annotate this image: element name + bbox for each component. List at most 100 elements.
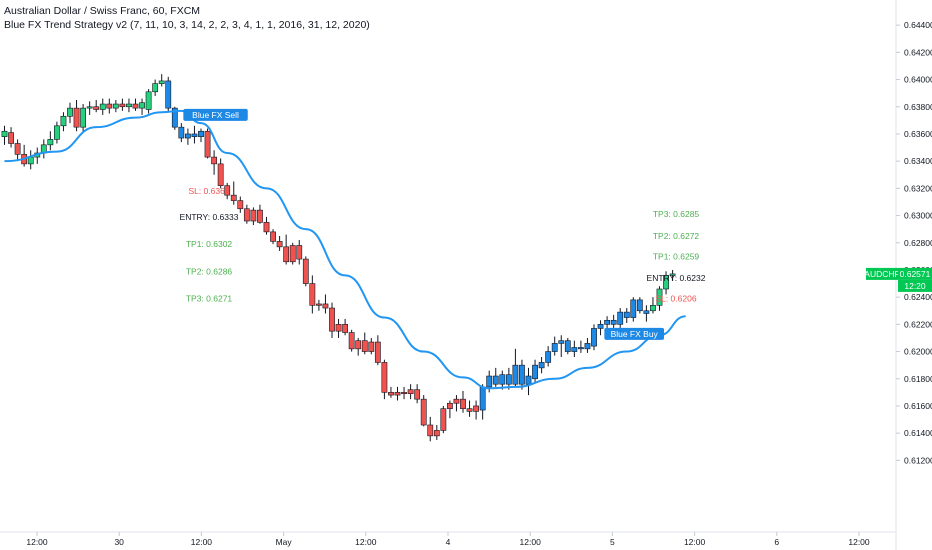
candle (309, 275, 316, 314)
candle-body (532, 364, 538, 380)
candle (257, 204, 263, 224)
candle (93, 99, 100, 113)
candle-body (185, 133, 191, 139)
candle (165, 76, 172, 113)
x-axis[interactable]: 12:00 30 12:00 May 12:00 4 12:00 5 12:00 6 12:00 (26, 532, 870, 547)
x-axis-tick-label: 12:00 (684, 537, 706, 547)
candle-body (427, 424, 434, 437)
candle (473, 400, 479, 420)
candle (224, 182, 231, 200)
candle-body (145, 91, 152, 110)
signal-tags: Blue FX Sell Blue FX Buy (183, 108, 665, 340)
y-axis-tick-label: 0.61200 (904, 455, 932, 465)
candle (538, 357, 545, 374)
candle (420, 395, 427, 427)
price-tag-symbol-bg (866, 267, 898, 280)
signal-tag: Blue FX Buy (604, 327, 665, 340)
candle (14, 139, 21, 162)
level-label-entry: ENTRY: 0.6333 (180, 212, 239, 222)
y-axis-tick-label: 0.64000 (904, 75, 932, 85)
candle (669, 269, 676, 281)
candle (80, 104, 86, 132)
candle-body (374, 341, 381, 363)
candle (335, 318, 342, 338)
x-axis-tick-label: 4 (446, 537, 451, 547)
y-axis-tick-label: 0.64200 (904, 47, 932, 57)
x-axis-tick-label: 12:00 (848, 537, 870, 547)
price-tag-time: 12:20 (904, 281, 926, 291)
candle-body (630, 299, 637, 318)
candle (152, 79, 159, 96)
candle-body (224, 185, 231, 196)
y-axis[interactable]: 0.64400 0.64200 0.64000 0.63800 0.63600 0.634… (896, 20, 932, 465)
y-axis-tick-label: 0.63400 (904, 156, 932, 166)
candle (217, 158, 224, 189)
level-label-tp: TP3: 0.6285 (653, 209, 700, 219)
candle-body (119, 103, 126, 108)
candle (492, 367, 499, 387)
candle (466, 400, 473, 417)
candle-body (14, 143, 21, 155)
candle (237, 196, 244, 213)
candle (276, 235, 283, 251)
candle (636, 297, 643, 314)
candle (571, 340, 578, 357)
candle-body (617, 311, 624, 325)
candle-body (420, 398, 427, 426)
candle-body (93, 106, 100, 110)
candle-body (545, 351, 552, 363)
candle-body (499, 374, 506, 385)
candle (204, 128, 211, 159)
y-axis-tick-label: 0.62400 (904, 292, 932, 302)
candle (460, 391, 466, 413)
candle-body (381, 362, 388, 393)
candle (597, 320, 604, 336)
y-axis-tick-label: 0.62800 (904, 238, 932, 248)
candle (414, 384, 421, 404)
y-axis-tick-label: 0.61600 (904, 401, 932, 411)
candle (532, 359, 538, 383)
x-axis-tick-label: May (276, 537, 293, 547)
candle (630, 297, 637, 322)
candle-body (519, 364, 525, 385)
candle-body (158, 80, 165, 84)
candle-body (126, 103, 132, 108)
candle-body (73, 107, 80, 128)
y-axis-tick-label: 0.61400 (904, 428, 932, 438)
candle-body (564, 340, 571, 352)
candle (577, 340, 584, 353)
candle (388, 386, 394, 398)
candle (564, 337, 571, 355)
level-label-tp: TP2: 0.6286 (186, 266, 233, 276)
candle-body (237, 200, 244, 210)
candle-body (191, 133, 198, 137)
candle (499, 370, 506, 390)
candle-body (315, 303, 322, 306)
y-axis-tick-label: 0.63000 (904, 211, 932, 221)
candle (545, 346, 552, 367)
x-axis-tick-label: 6 (774, 537, 779, 547)
candle-body (165, 80, 172, 109)
candle-body (571, 347, 578, 352)
candle-body (355, 340, 362, 350)
candle-body (309, 283, 316, 306)
candle (591, 324, 597, 351)
y-axis-tick-label: 0.64400 (904, 20, 932, 30)
candle (99, 98, 106, 115)
candle (355, 337, 362, 356)
candle (623, 308, 630, 323)
candle (21, 144, 28, 167)
candle (230, 181, 237, 205)
x-axis-tick-label: 12:00 (26, 537, 48, 547)
candle-body (152, 83, 159, 93)
candle (283, 234, 290, 265)
candle (126, 98, 132, 113)
candle (368, 337, 375, 355)
candle (617, 308, 624, 329)
candle (401, 386, 407, 400)
candle-body (60, 115, 67, 127)
level-label-tp: TP2: 0.6272 (653, 231, 700, 241)
level-label-tp: TP3: 0.6271 (186, 294, 233, 304)
candle-body (453, 398, 460, 404)
